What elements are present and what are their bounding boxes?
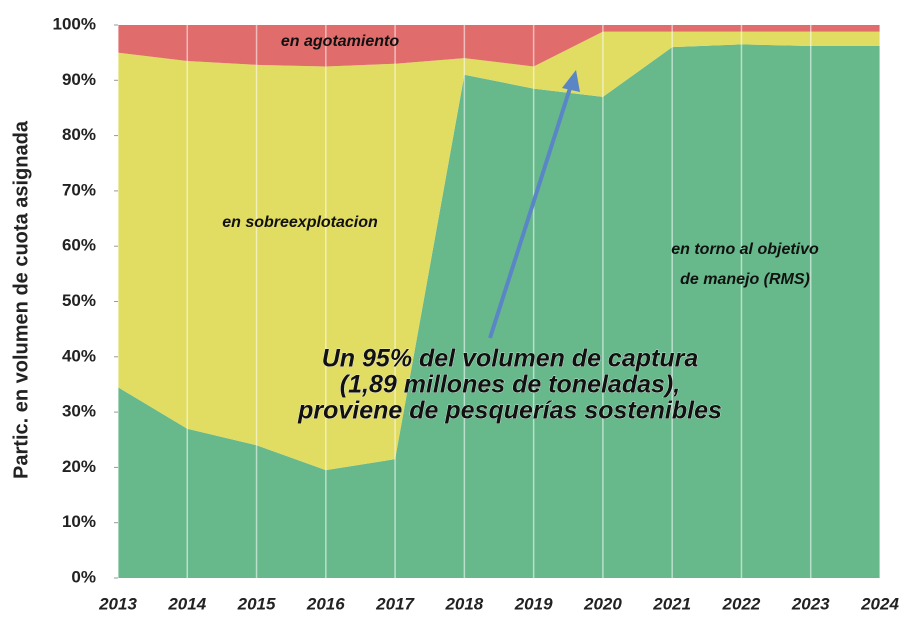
y-tick-label: 60% [62,236,96,255]
y-axis-label: Partic. en volumen de cuota asignada [10,120,32,479]
y-tick-label: 10% [62,512,96,531]
y-tick-label: 80% [62,125,96,144]
y-tick-label: 70% [62,180,96,199]
series-label: en agotamiento [281,33,399,50]
annotation: (1,89 millones de toneladas), [340,371,680,399]
x-tick-label: 2023 [791,594,830,613]
y-tick-label: 30% [62,402,96,421]
area [118,31,880,471]
x-tick-label: 2024 [860,594,899,613]
series-label: en torno al objetivo de manejo (RMS) [671,241,819,288]
y-tick-label: 0% [71,567,96,586]
y-tick-label: 50% [62,291,96,310]
y-tick-label: 100% [53,14,96,33]
x-tick-label: 2013 [98,594,137,613]
x-tick-label: 2019 [514,594,553,613]
x-tick-label: 2016 [306,594,345,613]
x-tick-label: 2014 [167,594,206,613]
x-tick-label: 2021 [652,594,691,613]
y-tick-label: 40% [62,346,96,365]
x-tick-label: 2017 [375,594,415,613]
arrow [488,81,574,339]
series-label: en sobreexplotacion [222,214,378,231]
annotation: proviene de pesquerías sostenibles [297,397,722,425]
annotation: Un 95% del volumen de captura [322,345,699,373]
x-tick-label: 2022 [722,594,761,613]
x-tick-label: 2018 [444,594,483,613]
arrow-head [562,70,580,92]
x-tick-label: 2020 [583,594,622,613]
y-tick-label: 20% [62,457,96,476]
x-tick-label: 2015 [237,594,276,613]
series-label-box: en torno al objetivo de manejo (RMS) [671,241,819,288]
y-tick-label: 90% [62,70,96,89]
area [118,25,880,67]
